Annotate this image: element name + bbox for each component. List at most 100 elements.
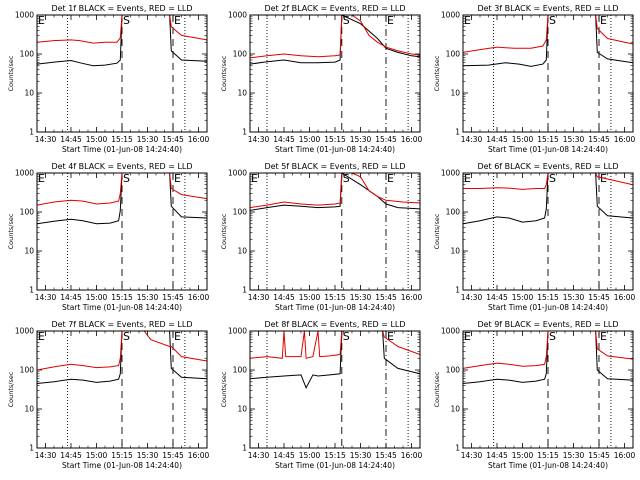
marker-label: S bbox=[549, 14, 556, 27]
panel-det-5: Det 5f BLACK = Events, RED = LLD Counts/s… bbox=[220, 162, 423, 312]
y-axis-label: Counts/sec bbox=[433, 213, 441, 249]
plot-frame bbox=[249, 172, 421, 291]
x-tick-label: 15:30 bbox=[137, 135, 159, 144]
y-tick-label: 10 bbox=[24, 89, 34, 98]
marker-label: S bbox=[123, 172, 130, 185]
plot-frame bbox=[36, 172, 208, 291]
plot-frame bbox=[249, 14, 421, 133]
y-axis-label: Counts/sec bbox=[7, 371, 15, 407]
y-tick-label: 1 bbox=[455, 128, 460, 137]
y-tick-label: 100 bbox=[233, 208, 248, 217]
x-tick-label: 16:00 bbox=[401, 293, 423, 302]
x-tick-label: 15:30 bbox=[137, 293, 159, 302]
series-line-events bbox=[250, 173, 420, 211]
plot-area bbox=[250, 15, 420, 65]
panel-title: Det 3f BLACK = Events, RED = LLD bbox=[477, 4, 618, 13]
x-tick-label: 15:00 bbox=[512, 293, 534, 302]
marker-label: S bbox=[549, 330, 556, 343]
x-tick-label: 15:30 bbox=[350, 135, 372, 144]
plot-frame bbox=[462, 14, 634, 133]
panel-title: Det 2f BLACK = Events, RED = LLD bbox=[264, 4, 405, 13]
series-line-lld bbox=[463, 173, 633, 190]
x-tick-label: 14:30 bbox=[35, 293, 57, 302]
plot-area bbox=[37, 15, 207, 67]
x-tick-label: 16:00 bbox=[188, 451, 210, 460]
y-tick-label: 100 bbox=[233, 366, 248, 375]
x-axis-label: Start Time (01-Jun-08 14:24:40) bbox=[62, 461, 182, 470]
x-tick-label: 15:45 bbox=[588, 451, 610, 460]
x-tick-label: 14:45 bbox=[486, 293, 508, 302]
y-tick-label: 10 bbox=[237, 247, 247, 256]
y-tick-label: 100 bbox=[446, 50, 461, 59]
marker-label: S bbox=[343, 14, 350, 27]
x-tick-label: 14:30 bbox=[248, 451, 270, 460]
x-tick-label: 14:45 bbox=[273, 135, 295, 144]
series-line-events bbox=[463, 15, 633, 67]
panel-title: Det 5f BLACK = Events, RED = LLD bbox=[264, 162, 405, 171]
plot-frame bbox=[462, 330, 634, 449]
y-tick-label: 10 bbox=[24, 247, 34, 256]
x-tick-label: 15:45 bbox=[588, 293, 610, 302]
y-tick-label: 1000 bbox=[15, 11, 34, 20]
x-tick-label: 15:00 bbox=[86, 451, 108, 460]
x-tick-label: 16:00 bbox=[614, 293, 636, 302]
panel-title: Det 8f BLACK = Events, RED = LLD bbox=[264, 320, 405, 329]
x-tick-label: 15:15 bbox=[111, 451, 133, 460]
y-tick-label: 1000 bbox=[228, 169, 247, 178]
x-tick-label: 15:30 bbox=[137, 451, 159, 460]
plot-frame bbox=[462, 172, 634, 291]
x-tick-label: 15:15 bbox=[537, 451, 559, 460]
y-axis-label: Counts/sec bbox=[7, 55, 15, 91]
y-tick-label: 100 bbox=[20, 208, 35, 217]
x-tick-label: 15:00 bbox=[86, 293, 108, 302]
x-tick-label: 15:15 bbox=[324, 451, 346, 460]
x-tick-label: 16:00 bbox=[188, 293, 210, 302]
y-tick-label: 1000 bbox=[228, 327, 247, 336]
series-line-lld bbox=[463, 15, 633, 53]
series-line-events bbox=[37, 331, 207, 384]
marker-label: E bbox=[251, 172, 258, 185]
x-tick-label: 15:45 bbox=[375, 451, 397, 460]
panel-title: Det 6f BLACK = Events, RED = LLD bbox=[477, 162, 618, 171]
x-tick-label: 14:45 bbox=[273, 451, 295, 460]
series-line-lld bbox=[250, 173, 420, 209]
y-tick-label: 1 bbox=[242, 444, 247, 453]
series-line-events bbox=[250, 331, 420, 389]
x-tick-label: 15:45 bbox=[162, 135, 184, 144]
y-axis-label: Counts/sec bbox=[220, 213, 228, 249]
marker-label: E bbox=[174, 14, 181, 27]
x-tick-label: 14:30 bbox=[248, 293, 270, 302]
y-tick-label: 1000 bbox=[228, 11, 247, 20]
y-tick-label: 1 bbox=[29, 286, 34, 295]
plot-area bbox=[463, 173, 633, 225]
x-tick-label: 15:30 bbox=[350, 293, 372, 302]
series-line-events bbox=[463, 331, 633, 384]
y-tick-label: 100 bbox=[233, 50, 248, 59]
series-line-events bbox=[37, 15, 207, 67]
x-tick-label: 15:15 bbox=[324, 135, 346, 144]
y-tick-label: 1000 bbox=[441, 327, 460, 336]
y-tick-label: 10 bbox=[237, 405, 247, 414]
x-axis-label: Start Time (01-Jun-08 14:24:40) bbox=[488, 461, 608, 470]
y-tick-label: 1 bbox=[29, 444, 34, 453]
x-tick-label: 14:30 bbox=[461, 135, 483, 144]
marker-label: E bbox=[387, 172, 394, 185]
marker-label: E bbox=[38, 172, 45, 185]
plot-frame bbox=[36, 14, 208, 133]
panel-title: Det 1f BLACK = Events, RED = LLD bbox=[51, 4, 192, 13]
x-tick-label: 14:30 bbox=[248, 135, 270, 144]
plot-area bbox=[250, 173, 420, 211]
panel-det-7: Det 7f BLACK = Events, RED = LLD Counts/s… bbox=[7, 320, 210, 470]
marker-label: E bbox=[387, 330, 394, 343]
panel-det-8: Det 8f BLACK = Events, RED = LLD Counts/s… bbox=[220, 320, 423, 470]
x-tick-label: 15:30 bbox=[563, 135, 585, 144]
y-axis-label: Counts/sec bbox=[433, 55, 441, 91]
x-tick-label: 14:30 bbox=[35, 135, 57, 144]
marker-label: S bbox=[549, 172, 556, 185]
x-tick-label: 15:45 bbox=[375, 293, 397, 302]
x-tick-label: 15:15 bbox=[537, 135, 559, 144]
x-tick-label: 14:45 bbox=[486, 135, 508, 144]
x-tick-label: 14:45 bbox=[60, 293, 82, 302]
plot-frame bbox=[249, 330, 421, 449]
